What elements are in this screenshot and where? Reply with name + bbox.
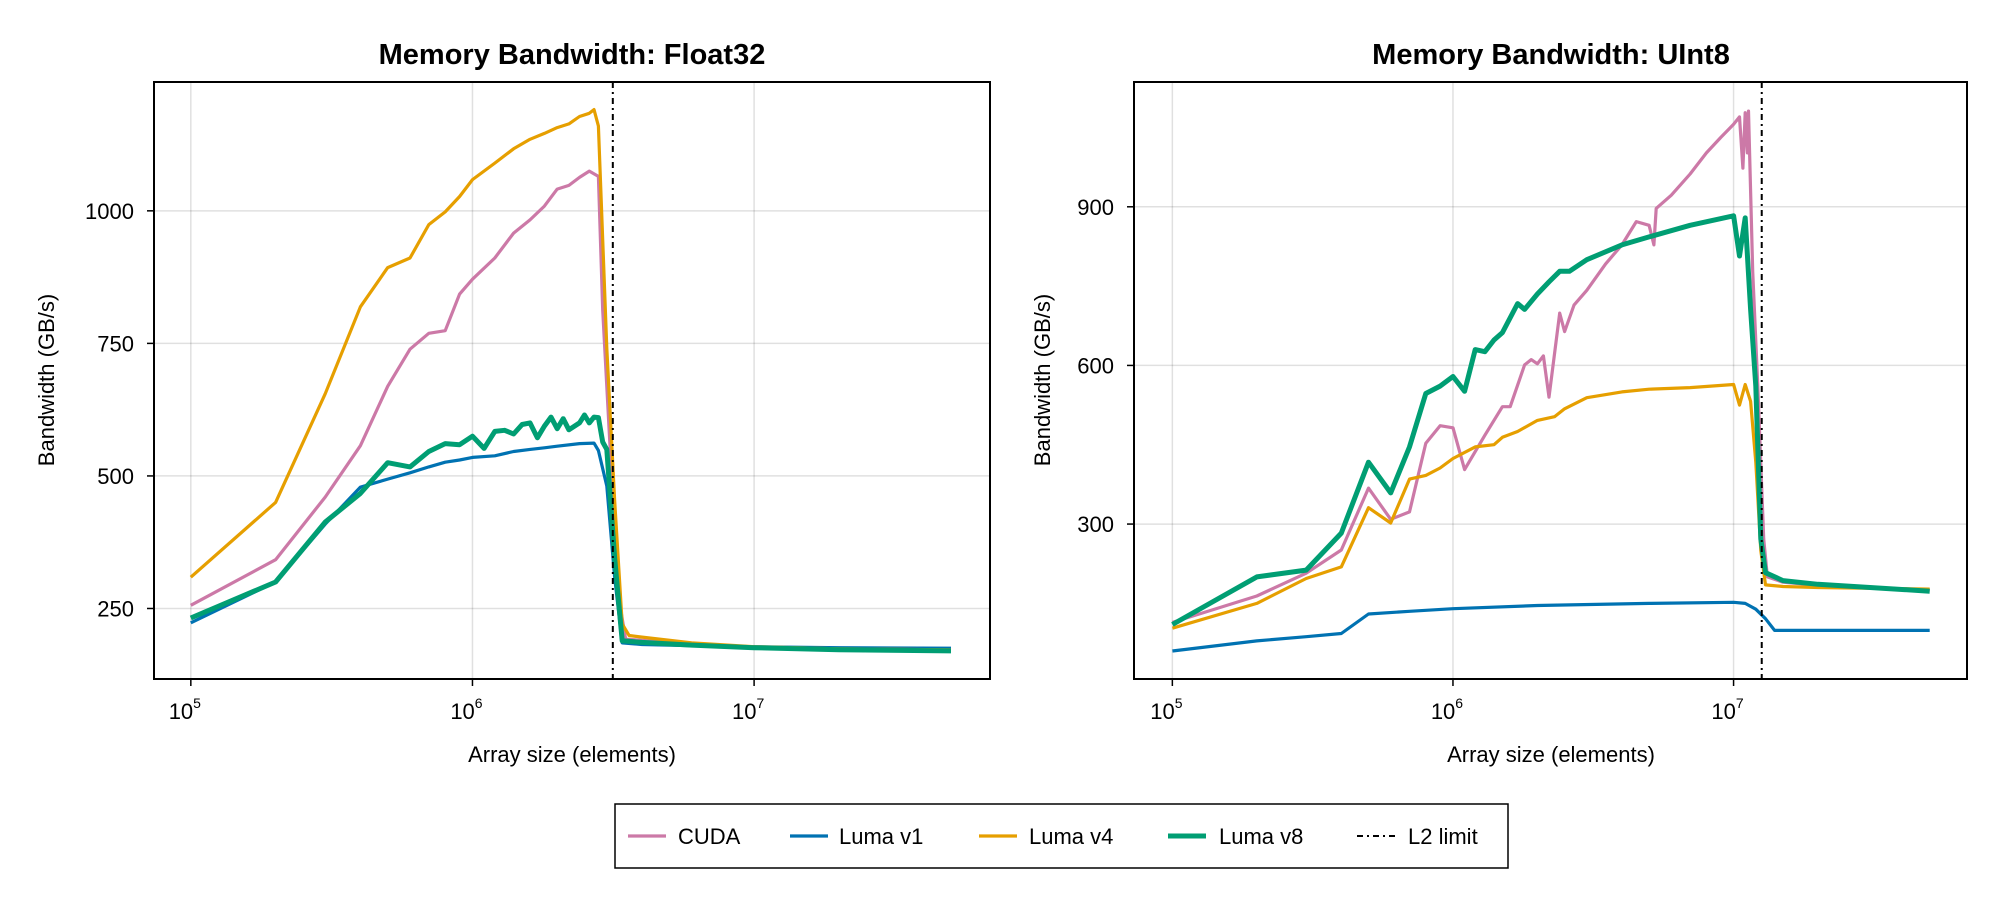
axes-frame	[1133, 81, 1968, 680]
legend-item-l2-limit: L2 limit	[1357, 824, 1478, 849]
series-line-luma-v4	[1171, 382, 1930, 630]
x-axis-label: Array size (elements)	[1447, 742, 1655, 767]
series-line-cuda	[190, 169, 952, 653]
y-axis-label: Bandwidth (GB/s)	[1030, 294, 1055, 466]
legend-item-luma-v1: Luma v1	[790, 824, 923, 849]
panel-uint8: Memory Bandwidth: UInt8 Array size (elem…	[1030, 39, 1968, 767]
y-tick-label: 600	[1077, 353, 1114, 378]
panel-title: Memory Bandwidth: UInt8	[1372, 39, 1730, 71]
x-tick-label: 107	[732, 695, 764, 724]
series-line-luma-v4	[189, 108, 952, 652]
panel-float32: Memory Bandwidth: Float32 Array size (el…	[34, 39, 991, 767]
series-line-cuda	[1171, 109, 1930, 624]
legend-item-luma-v4: Luma v4	[979, 824, 1113, 849]
x-tick-label: 105	[1150, 695, 1182, 724]
y-axis-label: Bandwidth (GB/s)	[34, 294, 59, 466]
series-line-luma-v1	[1172, 600, 1930, 653]
plot-area: 105 106 107 300 600 900	[1077, 81, 1968, 724]
y-tick-label: 500	[97, 464, 134, 489]
series-line-luma-v8	[189, 412, 952, 654]
plot-area: 105 106 107 250 500 750 1000	[85, 81, 991, 724]
x-tick-label: 107	[1711, 695, 1743, 724]
legend-item-luma-v8: Luma v8	[1168, 824, 1303, 849]
x-tick-label: 106	[1431, 695, 1463, 724]
legend-label: CUDA	[678, 824, 741, 849]
legend-item-cuda: CUDA	[628, 824, 741, 849]
legend-label: L2 limit	[1408, 824, 1478, 849]
series-line-luma-v8	[1171, 213, 1930, 627]
legend-label: Luma v1	[839, 824, 923, 849]
y-tick-label: 300	[1077, 512, 1114, 537]
y-tick-label: 750	[97, 331, 134, 356]
y-tick-label: 1000	[85, 199, 134, 224]
legend-label: Luma v4	[1029, 824, 1113, 849]
panel-title: Memory Bandwidth: Float32	[379, 39, 766, 71]
x-axis-label: Array size (elements)	[468, 742, 676, 767]
y-tick-label: 250	[97, 596, 134, 621]
x-tick-label: 105	[169, 695, 201, 724]
axes-frame	[153, 81, 991, 680]
y-tick-label: 900	[1077, 195, 1114, 220]
legend: CUDA Luma v1 Luma v4 Luma v8 L2 limit	[614, 803, 1509, 869]
x-tick-label: 106	[450, 695, 482, 724]
legend-label: Luma v8	[1219, 824, 1303, 849]
